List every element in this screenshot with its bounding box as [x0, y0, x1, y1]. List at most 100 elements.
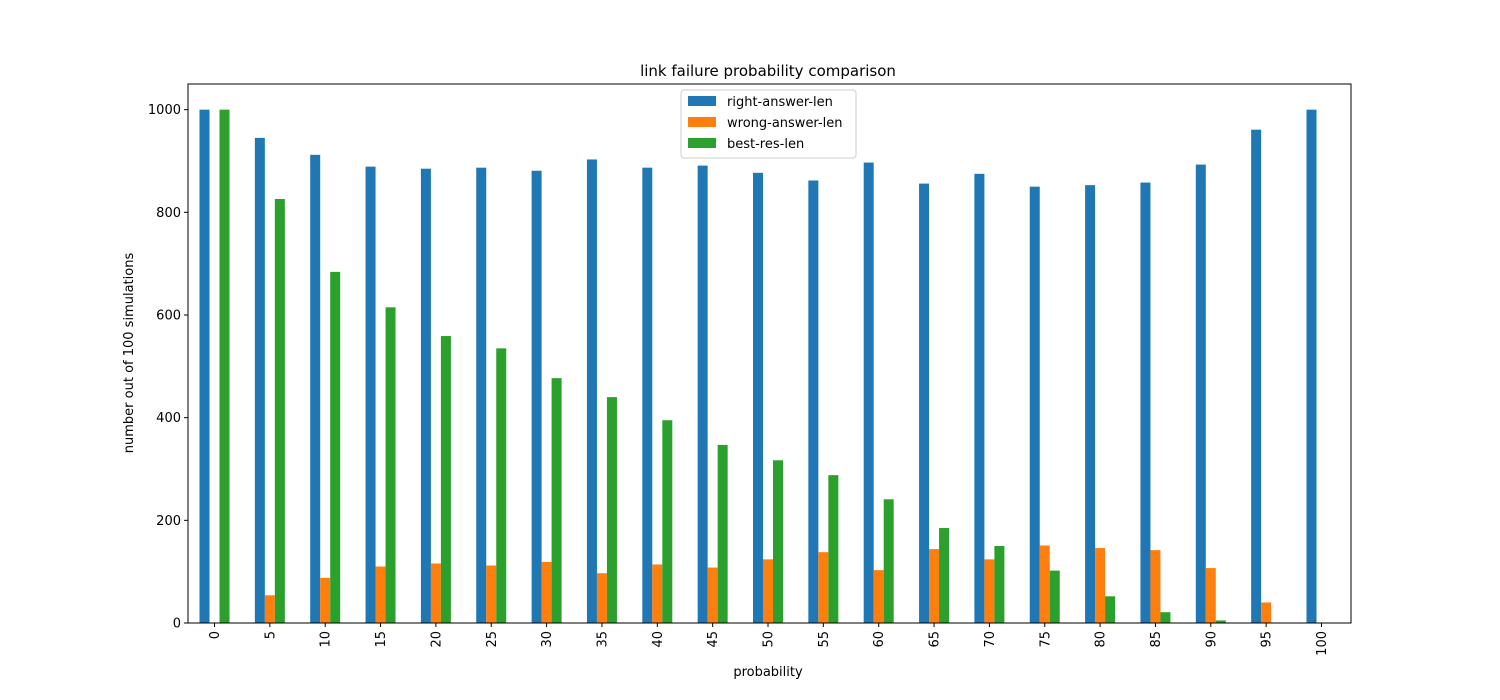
x-tick-label: 65 — [928, 631, 943, 648]
x-axis: 0 5 10 15 20 25 30 35 40 45 50 55 60 65 70 75 80 85 90 95 10… — [208, 623, 1330, 656]
y-axis: 0 200 400 600 800 1000 — [148, 103, 188, 632]
y-axis-label: number out of 100 simulations — [122, 253, 137, 454]
x-axis-label: probability — [733, 665, 803, 680]
x-tick-label: 30 — [540, 631, 555, 648]
x-tick-label: 35 — [595, 631, 610, 648]
x-tick-label: 25 — [485, 631, 500, 648]
legend-swatch-best-res-len — [688, 138, 716, 148]
x-tick-label: 20 — [429, 631, 444, 648]
bar-wrong-answer-len-55 — [818, 552, 829, 623]
legend-swatch-wrong-answer-len — [688, 117, 716, 127]
y-tick-label: 200 — [156, 514, 181, 529]
x-tick-label: 55 — [817, 631, 832, 648]
bar-best-res-len-40 — [662, 420, 673, 623]
bar-right-answer-len-50 — [753, 172, 763, 623]
bar-right-answer-len-70 — [974, 173, 985, 624]
x-tick-label: 75 — [1038, 631, 1053, 648]
x-tick-label: 15 — [374, 631, 389, 648]
bar-wrong-answer-len-40 — [652, 564, 663, 623]
y-tick-label: 600 — [156, 309, 181, 324]
bar-best-res-len-30 — [551, 378, 562, 623]
bar-best-res-len-5 — [274, 198, 285, 623]
bar-wrong-answer-len-75 — [1039, 545, 1050, 623]
bar-right-answer-len-95 — [1251, 129, 1262, 624]
bar-best-res-len-65 — [939, 528, 950, 623]
bar-right-answer-len-5 — [254, 137, 265, 623]
bar-best-res-len-50 — [773, 460, 783, 623]
bar-right-answer-len-65 — [919, 183, 930, 623]
bar-right-answer-len-60 — [863, 162, 874, 624]
bar-right-answer-len-40 — [642, 167, 653, 623]
bar-best-res-len-85 — [1160, 612, 1171, 623]
bar-best-res-len-45 — [717, 444, 728, 623]
bar-wrong-answer-len-20 — [430, 563, 441, 623]
bar-wrong-answer-len-45 — [707, 567, 718, 623]
y-tick-label: 400 — [156, 411, 181, 426]
bar-wrong-answer-len-60 — [873, 570, 884, 623]
bar-right-answer-len-80 — [1085, 185, 1096, 624]
bar-wrong-answer-len-25 — [486, 565, 497, 623]
y-tick-label: 1000 — [148, 103, 181, 118]
x-tick-label: 100 — [1315, 631, 1330, 656]
x-tick-label: 10 — [319, 631, 334, 648]
x-tick-label: 95 — [1260, 631, 1275, 648]
bar-right-answer-len-75 — [1029, 186, 1040, 623]
bar-best-res-len-15 — [385, 307, 396, 623]
x-tick-label: 5 — [263, 631, 278, 639]
bar-wrong-answer-len-15 — [375, 566, 386, 623]
bar-right-answer-len-10 — [310, 154, 321, 623]
bar-best-res-len-55 — [828, 475, 839, 623]
bar-best-res-len-60 — [883, 499, 894, 623]
bar-best-res-len-10 — [330, 271, 341, 623]
bar-wrong-answer-len-90 — [1205, 568, 1216, 623]
bar-best-res-len-25 — [496, 348, 507, 623]
bar-best-res-len-0 — [219, 109, 230, 623]
x-tick-label: 80 — [1094, 631, 1109, 648]
legend: right-answer-len wrong-answer-len best-res… — [680, 89, 857, 159]
plot-bars — [199, 109, 1317, 624]
y-tick-label: 800 — [156, 206, 181, 221]
bar-right-answer-len-100 — [1306, 109, 1317, 623]
legend-label-best-res-len: best-res-len — [727, 137, 804, 152]
bar-wrong-answer-len-50 — [763, 559, 773, 623]
bar-best-res-len-80 — [1105, 596, 1116, 623]
x-tick-label: 40 — [651, 631, 666, 648]
x-tick-label: 50 — [762, 631, 777, 648]
bar-wrong-answer-len-85 — [1150, 550, 1161, 623]
x-tick-label: 0 — [208, 631, 223, 639]
legend-box — [680, 89, 857, 159]
x-tick-label: 60 — [872, 631, 887, 648]
bar-best-res-len-20 — [440, 336, 451, 623]
x-tick-label: 70 — [983, 631, 998, 648]
bar-right-answer-len-35 — [586, 159, 597, 623]
plot-frame — [187, 83, 1352, 624]
bar-wrong-answer-len-80 — [1095, 548, 1106, 623]
bar-wrong-answer-len-10 — [320, 577, 331, 623]
legend-label-wrong-answer-len: wrong-answer-len — [727, 116, 843, 131]
bar-wrong-answer-len-35 — [596, 573, 607, 623]
bar-right-answer-len-30 — [531, 170, 542, 623]
bar-right-answer-len-45 — [697, 165, 708, 623]
bar-best-res-len-75 — [1049, 570, 1060, 623]
legend-label-right-answer-len: right-answer-len — [727, 95, 833, 110]
bar-right-answer-len-0 — [199, 109, 210, 623]
bar-right-answer-len-85 — [1140, 182, 1151, 623]
bar-best-res-len-70 — [994, 546, 1005, 623]
bar-wrong-answer-len-65 — [929, 549, 940, 623]
bar-wrong-answer-len-30 — [541, 561, 552, 623]
x-tick-label: 85 — [1149, 631, 1164, 648]
bar-right-answer-len-55 — [808, 180, 819, 624]
x-tick-label: 45 — [706, 631, 721, 648]
bar-best-res-len-35 — [606, 397, 617, 623]
bar-right-answer-len-15 — [365, 166, 376, 623]
y-tick-label: 0 — [173, 617, 181, 632]
bar-right-answer-len-25 — [476, 167, 487, 623]
chart-title: link failure probability comparison — [640, 62, 896, 80]
bar-right-answer-len-90 — [1195, 164, 1206, 624]
x-tick-label: 90 — [1204, 631, 1219, 648]
bar-wrong-answer-len-5 — [264, 595, 275, 623]
bar-right-answer-len-20 — [420, 168, 431, 623]
bar-wrong-answer-len-95 — [1261, 602, 1272, 623]
legend-swatch-right-answer-len — [688, 96, 716, 106]
